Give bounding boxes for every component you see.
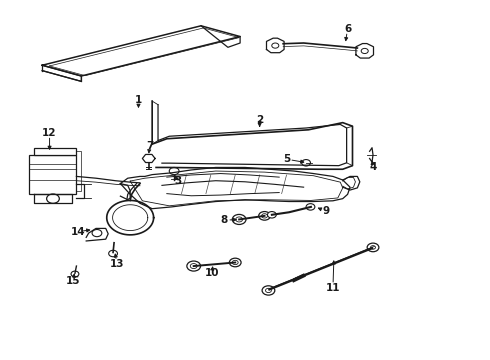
Text: 13: 13 xyxy=(110,259,124,269)
Text: 8: 8 xyxy=(221,215,228,225)
Circle shape xyxy=(169,167,179,175)
Circle shape xyxy=(92,229,102,237)
Circle shape xyxy=(272,43,279,48)
Text: 14: 14 xyxy=(71,227,85,237)
Circle shape xyxy=(361,48,368,54)
Circle shape xyxy=(232,260,238,265)
Circle shape xyxy=(232,215,246,225)
Text: 4: 4 xyxy=(369,162,377,172)
Text: 2: 2 xyxy=(256,115,263,125)
Circle shape xyxy=(266,288,271,293)
Circle shape xyxy=(236,217,243,222)
Text: 6: 6 xyxy=(344,24,351,34)
Circle shape xyxy=(190,264,197,269)
Text: 15: 15 xyxy=(66,276,80,286)
Circle shape xyxy=(306,204,315,210)
Circle shape xyxy=(187,261,200,271)
Circle shape xyxy=(71,271,79,277)
Bar xyxy=(29,155,76,194)
Text: 1: 1 xyxy=(135,95,142,105)
Bar xyxy=(34,151,81,191)
Circle shape xyxy=(262,286,275,295)
Circle shape xyxy=(302,159,311,166)
Circle shape xyxy=(47,194,59,203)
Text: 11: 11 xyxy=(326,283,340,293)
Text: 7: 7 xyxy=(146,140,153,150)
Text: 3: 3 xyxy=(174,176,181,186)
Text: 9: 9 xyxy=(322,206,329,216)
Text: 5: 5 xyxy=(283,154,290,164)
Text: 12: 12 xyxy=(42,128,57,138)
Circle shape xyxy=(370,246,375,249)
Circle shape xyxy=(367,243,379,252)
Circle shape xyxy=(262,214,268,218)
Bar xyxy=(34,148,76,155)
Circle shape xyxy=(109,250,118,257)
Circle shape xyxy=(268,212,276,218)
Circle shape xyxy=(259,212,270,220)
Circle shape xyxy=(229,258,241,267)
Text: 10: 10 xyxy=(204,268,219,278)
